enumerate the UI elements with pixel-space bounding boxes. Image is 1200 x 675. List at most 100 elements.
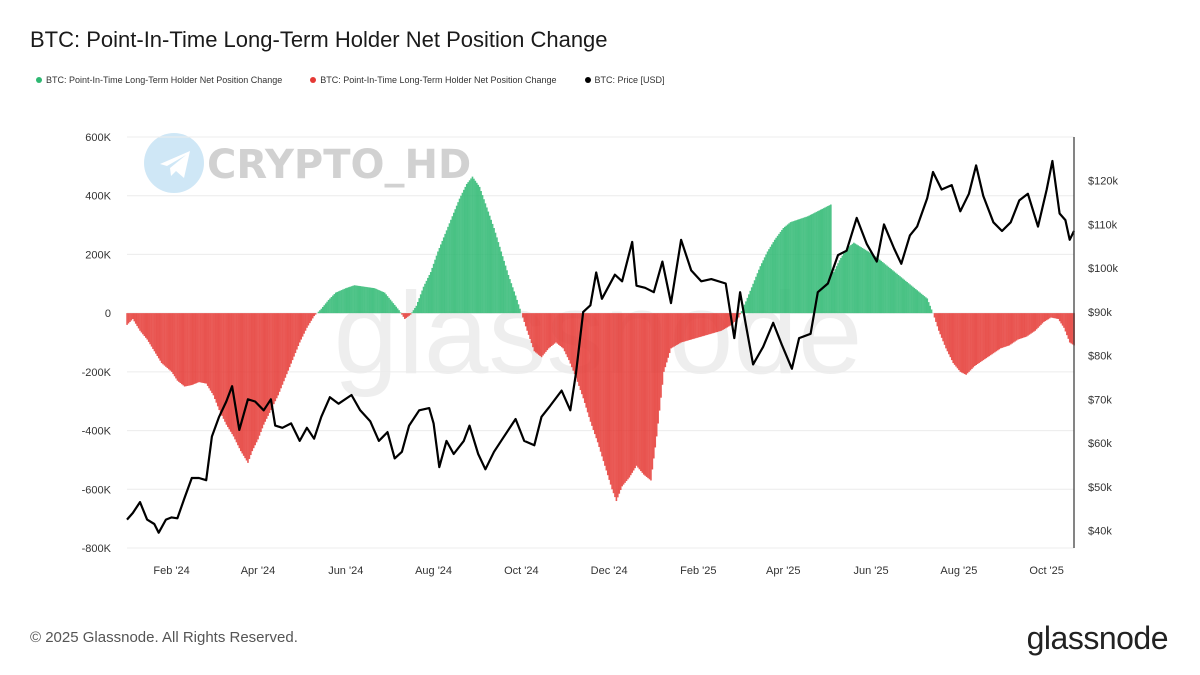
bar-negative bbox=[581, 313, 583, 395]
bar-positive bbox=[845, 248, 848, 314]
bar-positive bbox=[357, 285, 360, 314]
bar-negative bbox=[654, 313, 657, 448]
bar-negative bbox=[547, 313, 550, 349]
bar-negative bbox=[170, 313, 173, 372]
bar-positive bbox=[391, 301, 393, 314]
bar-positive bbox=[887, 266, 890, 314]
bar-negative bbox=[599, 313, 602, 452]
bar-positive bbox=[491, 223, 494, 314]
bar-positive bbox=[487, 211, 490, 314]
bar-positive bbox=[824, 207, 826, 314]
bar-positive bbox=[414, 308, 416, 314]
y-left-tick-label: -200K bbox=[82, 367, 112, 379]
bar-positive bbox=[808, 215, 811, 314]
bar-negative bbox=[937, 313, 940, 331]
bar-negative bbox=[257, 313, 259, 440]
bar-negative bbox=[1035, 313, 1038, 330]
bar-negative bbox=[949, 313, 952, 358]
bar-positive bbox=[785, 225, 788, 314]
bar-positive bbox=[350, 286, 353, 314]
bar-positive bbox=[801, 218, 803, 314]
bar-negative bbox=[556, 313, 559, 344]
bar-negative bbox=[732, 313, 734, 324]
bar-negative bbox=[1015, 313, 1018, 341]
bar-positive bbox=[429, 272, 432, 314]
bar-positive bbox=[822, 208, 825, 314]
legend-dot-red-icon bbox=[310, 77, 317, 83]
bar-negative bbox=[137, 313, 140, 329]
bar-positive bbox=[903, 279, 906, 314]
bar-positive bbox=[843, 253, 845, 314]
bar-negative bbox=[1021, 313, 1024, 339]
bar-negative bbox=[129, 313, 131, 322]
bar-positive bbox=[794, 220, 796, 314]
x-tick-label: Oct '25 bbox=[1029, 565, 1064, 577]
bar-negative bbox=[127, 313, 130, 324]
bar-positive bbox=[840, 257, 842, 314]
bar-positive bbox=[756, 273, 759, 314]
bar-negative bbox=[605, 313, 608, 471]
bar-positive bbox=[422, 286, 425, 314]
bar-negative bbox=[176, 313, 179, 381]
bar-negative bbox=[988, 313, 990, 357]
bar-negative bbox=[218, 313, 220, 411]
bar-positive bbox=[920, 293, 923, 314]
bar-negative bbox=[1011, 313, 1013, 344]
bar-negative bbox=[562, 313, 564, 349]
bar-negative bbox=[589, 313, 592, 422]
y-left-tick-label: -400K bbox=[82, 426, 112, 438]
bar-negative bbox=[1060, 313, 1062, 324]
bar-negative bbox=[195, 313, 197, 384]
bar-positive bbox=[388, 297, 390, 314]
bar-negative bbox=[657, 313, 659, 424]
bar-negative bbox=[1040, 313, 1042, 325]
bar-negative bbox=[247, 313, 249, 463]
bar-positive bbox=[791, 221, 793, 314]
x-tick-label: Jun '25 bbox=[854, 565, 889, 577]
bar-positive bbox=[786, 224, 789, 314]
bar-positive bbox=[363, 286, 366, 314]
bar-negative bbox=[215, 313, 218, 403]
legend-item-ltm-positive[interactable]: BTC: Point-In-Time Long-Term Holder Net … bbox=[36, 75, 282, 85]
bar-negative bbox=[989, 313, 992, 356]
bar-negative bbox=[288, 313, 291, 368]
bar-negative bbox=[585, 313, 587, 408]
bar-negative bbox=[202, 313, 205, 384]
bar-positive bbox=[748, 294, 750, 314]
bar-positive bbox=[376, 289, 379, 314]
bar-negative bbox=[946, 313, 949, 352]
bar-negative bbox=[950, 313, 953, 361]
bar-negative bbox=[735, 313, 737, 321]
bar-negative bbox=[172, 313, 174, 375]
bar-negative bbox=[566, 313, 569, 358]
bar-positive bbox=[863, 248, 865, 314]
bar-negative bbox=[986, 313, 989, 358]
bar-negative bbox=[1058, 313, 1061, 322]
bar-positive bbox=[904, 280, 907, 314]
bar-negative bbox=[283, 313, 285, 382]
bar-positive bbox=[913, 287, 916, 314]
bar-negative bbox=[271, 313, 274, 408]
bar-positive bbox=[488, 215, 491, 314]
x-tick-label: Jun '24 bbox=[328, 565, 363, 577]
legend-item-price[interactable]: BTC: Price [USD] bbox=[584, 75, 665, 85]
legend-item-ltm-negative[interactable]: BTC: Point-In-Time Long-Term Holder Net … bbox=[310, 75, 557, 85]
bar-positive bbox=[914, 289, 917, 314]
bar-positive bbox=[782, 228, 785, 314]
bar-positive bbox=[811, 214, 813, 314]
bar-positive bbox=[792, 221, 795, 314]
bar-negative bbox=[296, 313, 298, 350]
bar-negative bbox=[405, 313, 408, 318]
bar-negative bbox=[985, 313, 988, 359]
bar-positive bbox=[425, 280, 428, 314]
bar-positive bbox=[477, 184, 480, 314]
bar-negative bbox=[250, 313, 252, 456]
bar-negative bbox=[1022, 313, 1025, 338]
y-right-tick-label: $40k bbox=[1088, 526, 1112, 538]
bar-negative bbox=[709, 313, 711, 335]
bar-negative bbox=[252, 313, 255, 449]
x-tick-label: Aug '25 bbox=[940, 565, 977, 577]
bar-positive bbox=[765, 254, 767, 314]
bar-positive bbox=[922, 294, 924, 314]
x-tick-label: Apr '25 bbox=[766, 565, 801, 577]
